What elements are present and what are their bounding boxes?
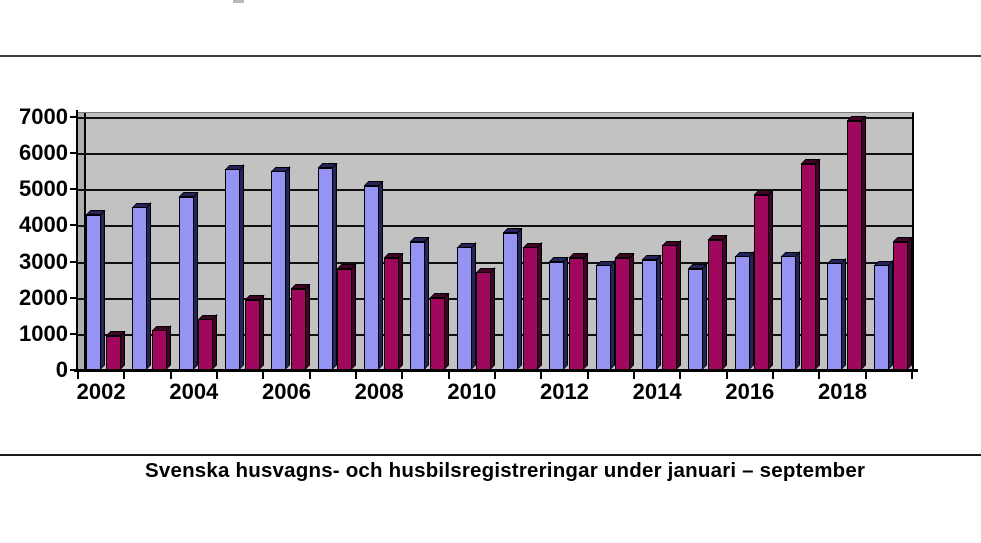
bar-husvagnar-2002 xyxy=(86,214,101,370)
x-axis-line xyxy=(74,369,918,372)
bar-husbilar-2010 xyxy=(476,272,492,370)
bar-husvagnar-2018 xyxy=(827,263,843,370)
x-tick xyxy=(633,372,635,379)
bar-husbilar-2014 xyxy=(661,245,677,370)
x-tick xyxy=(77,372,79,379)
bar-husbilar-2006 xyxy=(290,288,306,370)
plot-area xyxy=(78,112,914,371)
bar-husvagnar-2019 xyxy=(873,265,889,370)
bar-husbilar-2011 xyxy=(522,247,538,370)
y-axis-label-5000: 5000 xyxy=(19,176,68,202)
y-axis-label-0: 0 xyxy=(55,357,68,382)
bar-husvagnar-2012 xyxy=(549,261,565,370)
bar-husvagnar-2017 xyxy=(781,256,796,370)
x-tick xyxy=(262,372,265,379)
bar-husvagnar-2010 xyxy=(456,247,472,370)
bar-husvagnar-2009 xyxy=(410,241,426,370)
top-horizontal-rule xyxy=(0,55,981,57)
y-tick-2000 xyxy=(70,296,77,299)
x-tick xyxy=(725,372,728,379)
y-axis-label-3000: 3000 xyxy=(19,248,68,274)
x-tick xyxy=(772,372,774,379)
chart-caption: Svenska husvagns- och husbilsregistrerin… xyxy=(145,459,866,482)
bar-husbilar-2016 xyxy=(754,194,770,370)
y-tick-7000 xyxy=(70,116,77,118)
x-tick xyxy=(401,372,404,379)
bar-husvagnar-2006 xyxy=(271,171,287,370)
y-axis-label-4000: 4000 xyxy=(19,212,68,238)
y-tick-3000 xyxy=(70,260,77,263)
bar-husvagnar-2014 xyxy=(642,259,657,370)
bar-husbilar-2003 xyxy=(151,330,167,370)
x-tick xyxy=(216,372,218,379)
bar-husvagnar-2004 xyxy=(178,196,194,370)
bar-husbilar-2013 xyxy=(615,257,631,370)
x-axis-label-2012: 2012 xyxy=(540,379,589,404)
x-tick xyxy=(169,372,172,379)
gridline-6000 xyxy=(78,153,912,156)
plot-left-wall xyxy=(78,113,86,371)
y-axis-label-7000: 7000 xyxy=(19,104,68,129)
bar-husvagnar-2013 xyxy=(595,265,611,370)
bar-husvagnar-2007 xyxy=(317,167,333,370)
x-tick xyxy=(679,372,682,379)
y-tick-6000 xyxy=(70,152,77,155)
bar-husbilar-2004 xyxy=(198,319,214,370)
bar-husvagnar-2005 xyxy=(225,169,240,370)
y-axis-label-2000: 2000 xyxy=(19,284,68,310)
gridline-2000 xyxy=(78,297,912,300)
bar-husbilar-2017 xyxy=(800,163,816,370)
x-axis-label-2014: 2014 xyxy=(632,379,682,404)
bar-husbilar-2005 xyxy=(244,299,260,370)
bar-husbilar-2002 xyxy=(105,335,121,370)
x-tick xyxy=(494,372,496,379)
bar-husbilar-2012 xyxy=(568,257,584,370)
x-axis-label-2008: 2008 xyxy=(354,379,404,404)
bar-husvagnar-2016 xyxy=(734,256,750,370)
bar-husbilar-2009 xyxy=(429,297,445,370)
x-tick xyxy=(308,372,311,379)
y-tick-5000 xyxy=(70,188,77,191)
x-tick xyxy=(818,372,821,379)
x-axis-label-2002: 2002 xyxy=(76,379,126,404)
y-tick-4000 xyxy=(70,224,77,227)
x-axis-label-2010: 2010 xyxy=(447,379,497,404)
x-axis-label-2016: 2016 xyxy=(725,379,775,404)
x-tick xyxy=(447,372,450,379)
gridline-7000 xyxy=(78,117,912,119)
x-tick xyxy=(586,372,589,379)
bar-husbilar-2007 xyxy=(337,268,353,370)
y-tick-0 xyxy=(70,369,77,371)
x-tick xyxy=(864,372,867,379)
x-axis-label-2004: 2004 xyxy=(169,379,219,404)
gridline-4000 xyxy=(78,225,912,228)
y-axis-label-1000: 1000 xyxy=(19,320,68,346)
bar-husvagnar-2011 xyxy=(503,232,518,370)
x-tick xyxy=(540,372,543,379)
caption-horizontal-rule xyxy=(0,454,981,456)
bar-husbilar-2018 xyxy=(846,120,862,370)
gridline-3000 xyxy=(78,261,912,264)
bar-husvagnar-2008 xyxy=(364,185,379,370)
gridline-5000 xyxy=(78,189,912,192)
x-tick xyxy=(911,372,913,379)
x-tick xyxy=(355,372,357,379)
bar-husbilar-2015 xyxy=(707,239,723,370)
bar-husvagnar-2015 xyxy=(688,268,704,370)
bar-husbilar-2019 xyxy=(893,241,909,370)
x-tick xyxy=(123,372,126,379)
bar-husbilar-2008 xyxy=(383,257,399,370)
x-axis-label-2018: 2018 xyxy=(818,379,867,404)
bar-husvagnar-2003 xyxy=(132,207,148,370)
page-edge-artifact xyxy=(233,0,244,3)
y-axis-line xyxy=(76,110,78,372)
y-tick-1000 xyxy=(70,332,77,335)
x-axis-label-2006: 2006 xyxy=(262,379,311,404)
gridline-1000 xyxy=(78,333,912,336)
y-axis-label-6000: 6000 xyxy=(19,140,68,166)
